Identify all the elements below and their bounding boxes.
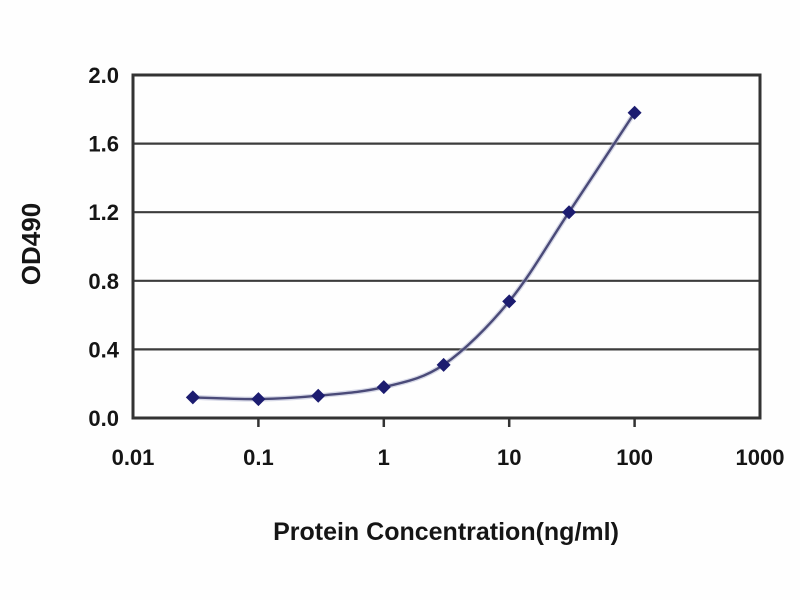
series-line-halo xyxy=(192,111,637,402)
y-tick-label: 1.2 xyxy=(88,200,119,225)
data-point-diamond xyxy=(436,357,451,372)
data-point-diamond xyxy=(627,105,642,120)
x-axis-tick-labels: 0.01 0.1 1 10 100 1000 xyxy=(112,445,785,470)
y-axis-tick-labels: 0.0 0.4 0.8 1.2 1.6 2.0 xyxy=(88,63,119,431)
y-tick-label: 2.0 xyxy=(88,63,119,88)
data-point-diamond xyxy=(502,294,517,309)
data-point-diamond xyxy=(251,392,266,407)
data-point-diamond xyxy=(562,205,577,220)
x-tick-label: 100 xyxy=(616,445,653,470)
y-tick-label: 1.6 xyxy=(88,132,119,157)
data-point-diamond xyxy=(185,390,200,405)
y-tick-label: 0.8 xyxy=(88,269,119,294)
x-tick-label: 1000 xyxy=(736,445,785,470)
data-point-diamond xyxy=(376,380,391,395)
x-tick-label: 0.1 xyxy=(243,445,274,470)
x-tick-label: 1 xyxy=(378,445,390,470)
x-axis-tick-marks xyxy=(257,418,636,427)
y-axis-title: OD490 xyxy=(16,203,46,285)
data-point-diamond xyxy=(311,388,326,403)
plot-frame xyxy=(131,73,762,420)
x-tick-label: 0.01 xyxy=(112,445,155,470)
x-tick-label: 10 xyxy=(497,445,521,470)
y-tick-label: 0.0 xyxy=(88,406,119,431)
series-line xyxy=(192,112,636,401)
y-tick-label: 0.4 xyxy=(88,337,119,362)
x-axis-title: Protein Concentration(ng/ml) xyxy=(273,518,619,546)
series-markers xyxy=(185,105,642,407)
